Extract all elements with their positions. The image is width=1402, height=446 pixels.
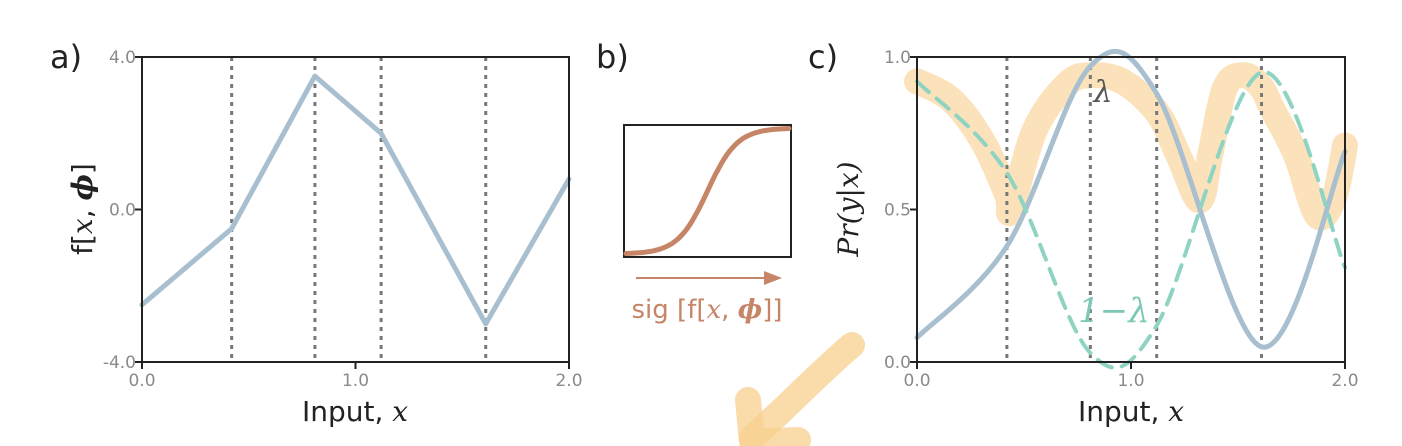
highlight-arrow-head bbox=[735, 387, 811, 446]
sigmoid-curve bbox=[623, 126, 792, 256]
ticks-c: 0.0 1.0 2.0 0.0 0.5 1.0 bbox=[884, 48, 1359, 391]
panel-a: 0.0 1.0 2.0-4.00.04.0 Input, x f[x, ϕ] bbox=[66, 48, 583, 428]
x-tick-label: 0.0 bbox=[903, 371, 930, 391]
panel-c-label: c) bbox=[808, 38, 838, 76]
sigmoid-box bbox=[623, 124, 792, 258]
y-tick-label: 0.0 bbox=[884, 353, 911, 373]
y-tick-label: -4.0 bbox=[103, 353, 136, 373]
piecewise-linear-line bbox=[139, 73, 572, 327]
y-tick-label: 1.0 bbox=[884, 48, 911, 68]
highlight-curve bbox=[904, 62, 1358, 231]
highlight-arrow bbox=[735, 332, 865, 446]
x-tick-label: 2.0 bbox=[555, 371, 582, 391]
y-tick-label: 0.0 bbox=[109, 201, 136, 221]
panel-c: 0.0 1.0 2.0 0.0 0.5 1.0 λ 1−λ Input, x Pr(y|x… bbox=[832, 48, 1359, 428]
ticks-a: 0.0 1.0 2.0-4.00.04.0 bbox=[103, 48, 583, 391]
panel-b: sig [f[x, ϕ]] bbox=[623, 124, 792, 325]
y-axis-label-c: Pr(y|x) bbox=[832, 161, 865, 257]
y-axis-label-a: f[x, ϕ] bbox=[66, 163, 99, 255]
panel-a-label: a) bbox=[50, 38, 82, 76]
panel-b-label: b) bbox=[596, 38, 629, 76]
y-tick-label: 4.0 bbox=[109, 48, 136, 68]
highlight-arrow-shaft bbox=[739, 332, 865, 446]
x-axis-label-a: Input, x bbox=[302, 395, 408, 428]
joint-lines-c bbox=[1005, 57, 1264, 362]
x-tick-label: 1.0 bbox=[1117, 371, 1144, 391]
lambda-annotation: λ bbox=[1092, 75, 1112, 110]
lambda-curve bbox=[914, 48, 1348, 350]
arrow-head bbox=[764, 271, 782, 285]
axes-frame-a bbox=[141, 56, 570, 363]
x-tick-label: 0.0 bbox=[128, 371, 155, 391]
sigmoid-label: sig [f[x, ϕ]] bbox=[632, 295, 783, 325]
one-minus-lambda-curve bbox=[915, 70, 1347, 370]
joint-lines-a bbox=[230, 57, 488, 362]
y-tick-label: 0.5 bbox=[884, 201, 911, 221]
x-tick-label: 1.0 bbox=[342, 371, 369, 391]
x-tick-label: 2.0 bbox=[1331, 371, 1358, 391]
one-minus-lambda-annotation: 1−λ bbox=[1078, 291, 1150, 331]
x-axis-label-c: Input, x bbox=[1078, 395, 1184, 428]
